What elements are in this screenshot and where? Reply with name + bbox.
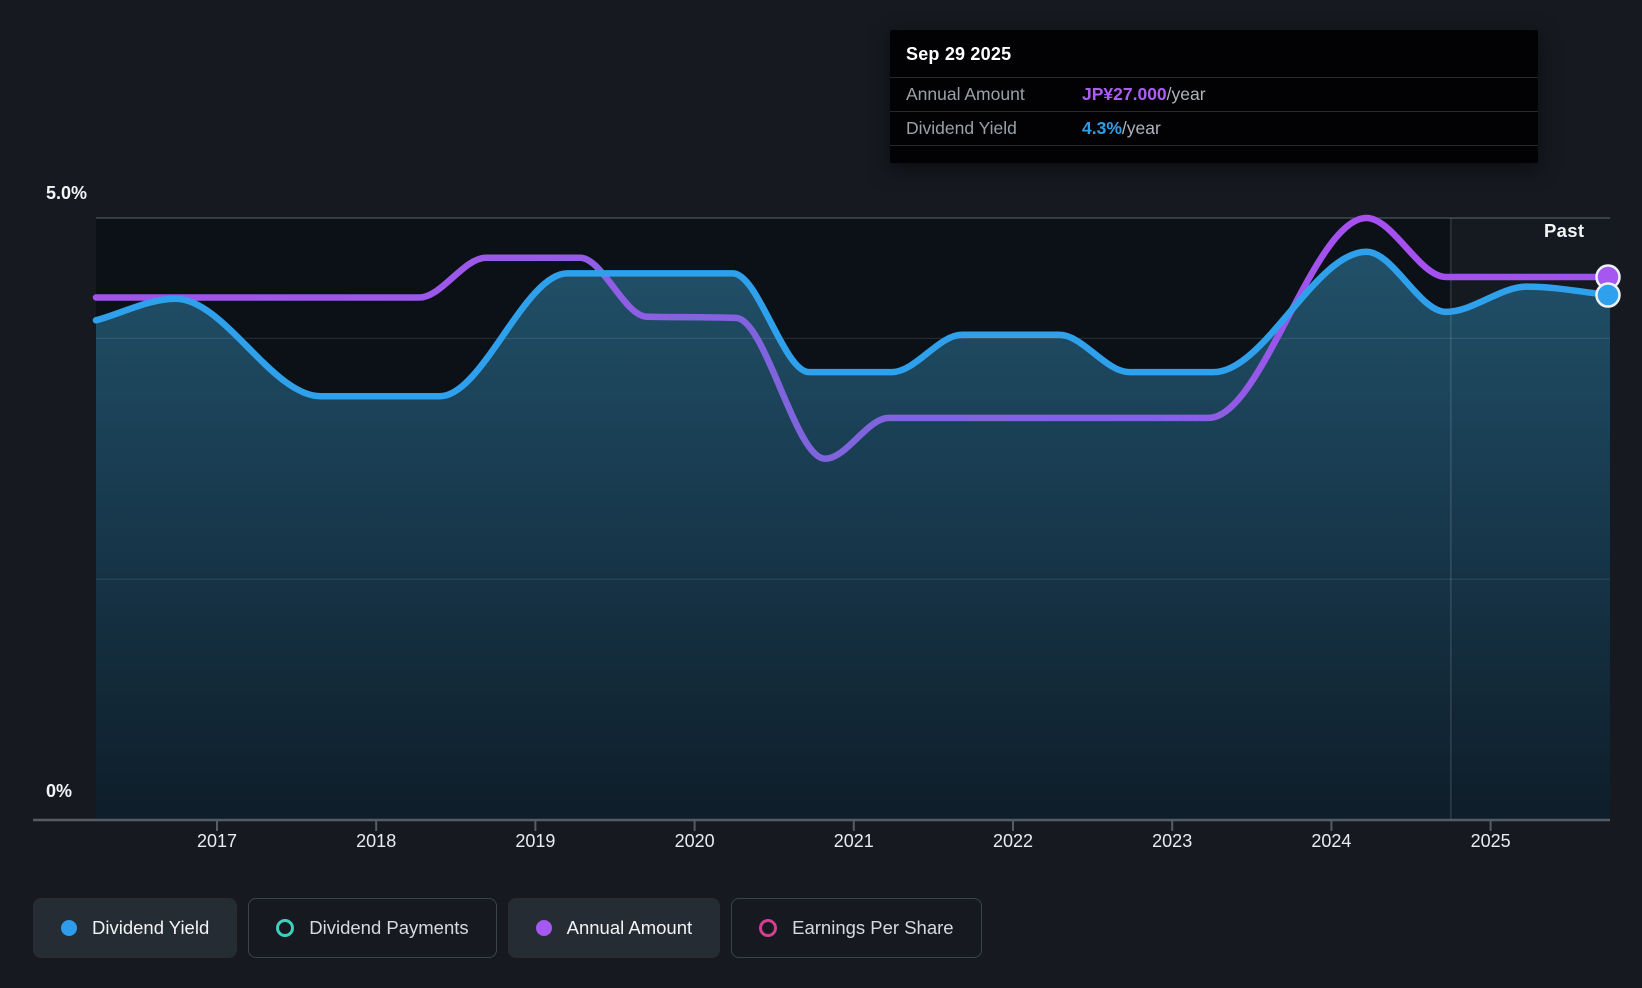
dividend-yield-marker-icon xyxy=(61,920,77,936)
x-axis-label-2021: 2021 xyxy=(833,831,874,851)
annual-amount-marker-icon xyxy=(535,920,552,936)
legend-label: Dividend Payments xyxy=(309,917,469,938)
tooltip-row-dividend-yield: Dividend Yield 4.3%/year xyxy=(890,112,1538,146)
tooltip-row-suffix: /year xyxy=(1166,84,1206,104)
tooltip-row-suffix: /year xyxy=(1121,118,1161,138)
legend-button-dividend-payments[interactable]: Dividend Payments xyxy=(248,898,497,958)
x-axis-label-2019: 2019 xyxy=(515,831,556,851)
dividend-yield-area xyxy=(96,251,1610,820)
legend-label: Annual Amount xyxy=(566,917,693,938)
legend-button-dividend-yield[interactable]: Dividend Yield xyxy=(33,898,238,958)
tooltip-rows: Annual Amount JP¥27.000/year Dividend Yiel… xyxy=(890,78,1538,146)
chart-tooltip: Sep 29 2025 Annual Amount JP¥27.000/year D… xyxy=(890,30,1538,163)
tooltip-row-annual-amount: Annual Amount JP¥27.000/year xyxy=(890,78,1538,112)
legend-button-earnings-per-share[interactable]: Earnings Per Share xyxy=(731,898,982,958)
tooltip-row-label: Annual Amount xyxy=(906,84,1025,104)
tooltip-row-label: Dividend Yield xyxy=(906,118,1017,138)
x-axis-label-2022: 2022 xyxy=(992,831,1033,851)
tooltip-row-value: 4.3% xyxy=(1082,118,1122,138)
x-axis-label-2018: 2018 xyxy=(356,831,397,851)
past-label: Past xyxy=(1544,220,1585,241)
y-axis-label-min: 0% xyxy=(46,781,73,801)
tooltip-row-value: JP¥27.000 xyxy=(1082,84,1167,104)
annual-amount-line xyxy=(92,214,1614,463)
x-axis-label-2017: 2017 xyxy=(196,831,237,851)
y-axis-label-max: 5.0% xyxy=(46,183,88,203)
x-axis-label-2020: 2020 xyxy=(674,831,715,851)
legend-label: Earnings Per Share xyxy=(792,917,954,938)
legend-label: Dividend Yield xyxy=(92,917,210,938)
earnings-per-share-marker-icon xyxy=(759,919,778,937)
dividend-yield-line xyxy=(92,248,1614,400)
x-axis-label-2025: 2025 xyxy=(1470,831,1511,851)
dividend-yield-end-marker xyxy=(1595,282,1621,308)
legend: Dividend Yield Dividend Payments Annual Am… xyxy=(33,898,982,958)
tooltip-date: Sep 29 2025 xyxy=(890,30,1538,78)
legend-button-annual-amount[interactable]: Annual Amount xyxy=(507,898,721,958)
dividend-payments-marker-icon xyxy=(276,919,295,937)
x-axis-label-2023: 2023 xyxy=(1152,831,1193,851)
x-axis-label-2024: 2024 xyxy=(1311,831,1352,851)
